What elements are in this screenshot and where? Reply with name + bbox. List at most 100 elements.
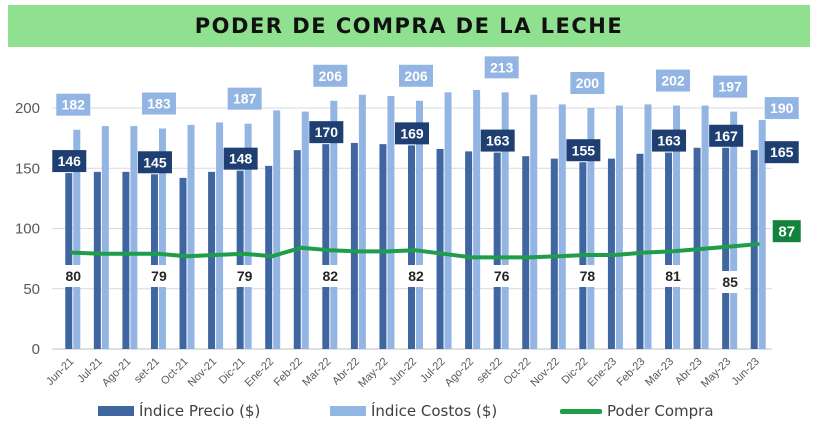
bar-precio [322,144,330,349]
data-label-costos: 213 [490,59,514,75]
x-tick-label: Mar-23 [643,356,676,389]
bar-precio [150,174,158,349]
bar-precio [550,158,558,349]
data-label-precio: 148 [229,151,253,167]
x-tick-label: Jun-21 [44,356,76,388]
x-tick-label: May-22 [356,356,390,390]
data-label-poder: 79 [151,268,167,284]
chart-title: PODER DE COMPRA DE LA LECHE [194,14,624,38]
legend-label-precio: Índice Precio ($) [139,402,261,420]
data-label-costos: 183 [147,96,171,112]
bar-precio [493,152,501,349]
legend-swatch-precio [98,406,134,416]
x-tick-label: Ago-22 [443,356,477,390]
data-label-poder: 79 [237,268,253,284]
bar-costos [758,120,766,349]
data-label-precio-box [137,151,172,174]
data-label-costos: 182 [62,97,86,113]
data-label-precio: 163 [486,133,510,149]
data-label-poder-box [316,265,345,287]
x-tick-label: Jun-22 [387,356,419,388]
bar-costos [587,108,595,349]
bar-costos [416,100,423,350]
data-label-poder: 85 [722,274,738,290]
data-label-costos-box [56,93,91,116]
data-label-costos-box [484,56,519,79]
x-tick-label: Mar-22 [300,356,333,389]
bar-costos [130,126,138,349]
data-label-poder-box [59,265,88,287]
data-label-costos: 190 [770,100,794,116]
data-label-poder: 76 [494,268,510,284]
data-label-precio-box [52,150,87,173]
data-label-poder-box [659,265,688,287]
chart-legend: Índice Precio ($) Índice Costos ($) Pode… [0,398,818,428]
data-label-poder: 81 [665,268,681,284]
bar-costos [558,104,566,349]
data-label-poder: 87 [778,224,795,241]
bar-precio [465,151,473,349]
data-label-precio-box [709,124,744,147]
data-label-precio: 169 [400,125,424,141]
bar-precio [122,171,130,349]
x-tick-label: Nov-22 [528,356,562,390]
x-tick-label: Ago-21 [100,356,134,390]
data-label-poder-box [487,265,516,287]
bar-costos [673,105,681,349]
y-tick-label: 50 [23,281,40,298]
legend-swatch-poder [560,408,602,414]
bar-precio [236,170,244,349]
bar-costos [615,105,623,349]
data-label-costos-box [399,64,433,87]
data-label-costos: 206 [404,68,428,84]
x-tick-label: Ene-23 [585,356,619,390]
data-label-precio: 146 [58,153,82,169]
x-tick-label: Jun-23 [730,356,762,388]
bar-costos [301,111,309,350]
y-tick-label: 0 [32,341,40,358]
bar-precio [350,142,358,349]
legend-item-precio: Índice Precio ($) [98,402,260,420]
chart-title-bar: PODER DE COMPRA DE LA LECHE [8,5,810,47]
chart-plot: 050100150200Jun-21Jul-21Ago-21set-21Oct-… [15,56,801,390]
bar-precio [379,144,387,349]
bar-precio [179,177,187,349]
x-tick-label: Ene-22 [243,356,277,390]
data-label-costos-box [227,87,262,110]
data-label-precio-box [480,129,515,152]
x-tick-label: Feb-23 [614,356,647,389]
bar-precio [522,156,530,349]
x-tick-label: May-23 [699,356,733,390]
data-label-costos-box [141,92,176,115]
legend-label-poder: Poder Compra [607,402,714,420]
bar-costos [216,122,224,350]
x-tick-label: Oct-21 [159,356,191,388]
bar-costos [444,92,452,350]
bar-precio [208,171,216,349]
bar-costos [530,94,538,350]
bar-costos [730,111,738,350]
bar-precio [408,145,415,349]
bar-costos [330,100,338,350]
data-label-poder: 82 [323,268,339,284]
x-tick-label: set-21 [132,356,162,386]
data-label-precio-box [309,121,344,144]
data-label-costos-box [313,64,348,87]
bar-costos [158,128,166,349]
bar-costos [501,92,509,350]
data-label-precio: 155 [572,142,596,158]
y-tick-label: 200 [15,100,40,117]
x-tick-label: set-22 [475,356,505,386]
poder-compra-line [70,242,760,260]
legend-label-costos: Índice Costos ($) [371,402,498,420]
data-label-poder: 82 [408,268,424,284]
data-label-costos: 187 [233,91,257,107]
data-label-precio: 167 [714,128,738,144]
x-tick-label: Nov-21 [186,356,220,390]
bar-costos [644,104,652,349]
data-label-precio-box [223,147,258,170]
data-label-costos: 206 [319,68,343,84]
data-label-precio: 163 [657,133,681,149]
bar-precio [93,171,101,349]
bar-precio [750,150,758,349]
